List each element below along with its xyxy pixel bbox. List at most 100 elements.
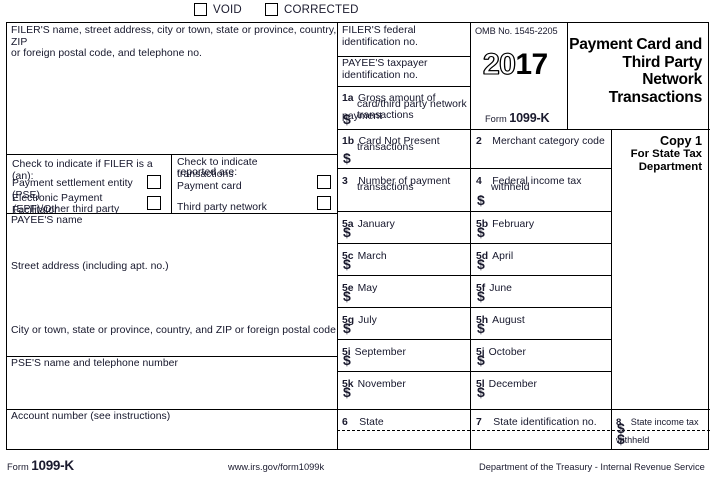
box-5h[interactable]: 5h August $: [471, 307, 611, 339]
box-3-line2: transactions: [357, 182, 414, 193]
footer-form-designation: Form 1099-K: [7, 458, 74, 473]
option-third-party-network-checkbox[interactable]: [317, 196, 331, 210]
box-4[interactable]: 4 Federal income tax withheld $: [471, 168, 611, 211]
box-4-line2: withheld: [491, 182, 530, 193]
filer-type-left-panel: Check to indicate if FILER is a (an): Pa…: [7, 154, 171, 216]
box-5i[interactable]: 5i September $: [338, 339, 470, 371]
form-body: FILER'S name, street address, city or to…: [6, 22, 710, 450]
option-epf-label-line1: Electronic Payment Facilitator: [12, 193, 103, 216]
box-6-number: 6: [342, 417, 348, 428]
box-5b-currency: $: [477, 224, 485, 240]
tax-year-outline-part: 20: [482, 48, 516, 81]
rule-mid-5k: [337, 371, 611, 373]
box-5k-month-label: November: [357, 379, 406, 390]
filer-type-right-panel: Check to indicate transactions reported …: [172, 154, 337, 213]
box-5i-number: 5i: [342, 347, 351, 358]
option-pse-checkbox[interactable]: [147, 175, 161, 189]
box-1a-line1: Gross amount of payment: [342, 93, 436, 122]
box-5f-number: 5f: [476, 283, 486, 294]
option-epf-checkbox[interactable]: [147, 196, 161, 210]
payee-street-label: Street address (including apt. no.): [11, 261, 169, 272]
box-3-line1: Number of payment: [358, 176, 451, 187]
copy-designation-block: Copy 1 For State Tax Department: [612, 134, 702, 175]
box-2-number: 2: [476, 136, 482, 147]
rule-spacer: [171, 154, 172, 156]
box-1a[interactable]: 1a Gross amount of payment card/third pa…: [338, 86, 470, 129]
rule-mid-5c: [337, 243, 611, 245]
box-5a-number: 5a: [342, 219, 354, 230]
box-5j-number: 5j: [476, 347, 485, 358]
box-5d[interactable]: 5d April $: [471, 243, 611, 275]
box-5l-number: 5l: [476, 379, 485, 390]
form-title-line4: Transactions: [608, 88, 702, 106]
option-third-party-network-label: Third party network: [177, 202, 267, 213]
box-8-label: State income tax withheld: [616, 417, 699, 445]
rule-left-pse-top: [7, 356, 337, 358]
footer-form-word: Form: [7, 462, 29, 472]
box-1a-number: 1a: [342, 93, 354, 104]
pse-label: PSE'S name and telephone number: [11, 358, 179, 369]
box-1b[interactable]: 1b Card Not Present transactions $: [338, 129, 470, 168]
box-8-currency-2: $: [617, 431, 625, 447]
box-5c[interactable]: 5c March $: [338, 243, 470, 275]
box-5e[interactable]: 5e May $: [338, 275, 470, 307]
box-5b[interactable]: 5b February $: [471, 211, 611, 243]
omb-number: OMB No. 1545-2205: [475, 26, 558, 36]
form-title-line2: Third Party: [622, 53, 702, 71]
pse-name-phone-block[interactable]: PSE'S name and telephone number: [7, 356, 337, 409]
box-5b-number: 5b: [476, 219, 489, 230]
corrected-checkbox[interactable]: [265, 3, 278, 16]
box-5j[interactable]: 5j October $: [471, 339, 611, 371]
account-number-block[interactable]: Account number (see instructions): [7, 409, 337, 449]
box-6[interactable]: 6 State: [338, 409, 470, 449]
rule-mid-5a: [337, 211, 611, 213]
footer-form-number: 1099-K: [31, 458, 74, 473]
box-7[interactable]: 7 State identification no.: [471, 409, 611, 449]
rule-mid-5i: [337, 339, 611, 341]
box-5k[interactable]: 5k November $: [338, 371, 470, 403]
box-5l[interactable]: 5l December $: [471, 371, 611, 403]
box-1a-line3: transactions: [357, 110, 414, 121]
box-5i-month-label: September: [354, 347, 406, 358]
rule-mid-3: [337, 168, 611, 170]
box-5j-currency: $: [477, 352, 485, 368]
filer-federal-id-block[interactable]: FILER'S federal identification no.: [338, 23, 470, 56]
footer-url-link[interactable]: www.irs.gov/form1099k: [228, 462, 325, 472]
filer-federal-id-label: FILER'S federal identification no.: [342, 25, 418, 48]
box-1b-number: 1b: [342, 136, 355, 147]
box-4-number: 4: [476, 176, 482, 187]
payee-tin-block[interactable]: PAYEE'S taxpayer identification no.: [338, 56, 470, 86]
box-6-label: State: [359, 417, 384, 428]
payee-address-block[interactable]: PAYEE'S name Street address (including a…: [7, 213, 337, 356]
box-1b-line1: Card Not Present: [358, 136, 440, 147]
box-3[interactable]: 3 Number of payment transactions: [338, 168, 470, 211]
rule-omb-right: [567, 23, 569, 129]
box-5f[interactable]: 5f June $: [471, 275, 611, 307]
tax-year: 2017: [482, 48, 548, 81]
option-pse-label: Payment settlement entity (PSE): [12, 178, 133, 201]
box-5d-currency: $: [477, 256, 485, 272]
transactions-heading-line2: reported are:: [177, 167, 238, 178]
void-checkbox[interactable]: [194, 3, 207, 16]
filer-address-line2: or foreign postal code, and telephone no…: [11, 48, 202, 60]
rule-mid-1a: [337, 86, 470, 88]
box-5f-currency: $: [477, 288, 485, 304]
option-payment-card-checkbox[interactable]: [317, 175, 331, 189]
account-number-label: Account number (see instructions): [11, 411, 171, 422]
rule-filertype-split: [171, 154, 173, 213]
box-5b-month-label: February: [492, 219, 535, 230]
box-2[interactable]: 2 Merchant category code: [471, 129, 611, 168]
void-checkbox-group[interactable]: VOID: [194, 3, 242, 16]
box-5g[interactable]: 5g July $: [338, 307, 470, 339]
box-5a[interactable]: 5a January $: [338, 211, 470, 243]
box-5a-currency: $: [343, 224, 351, 240]
box-8[interactable]: 8 State income tax withheld $ $: [612, 409, 710, 449]
filer-name-address-block[interactable]: FILER'S name, street address, city or to…: [7, 23, 337, 60]
rule-state-6-7: [470, 409, 472, 449]
rule-state-7-8: [611, 409, 613, 449]
form-title-line3: Network: [642, 71, 702, 88]
rule-mid-5g: [337, 307, 611, 309]
corrected-checkbox-group[interactable]: CORRECTED: [265, 3, 359, 16]
box-5k-currency: $: [343, 384, 351, 400]
rule-col-left-middle: [337, 23, 339, 449]
